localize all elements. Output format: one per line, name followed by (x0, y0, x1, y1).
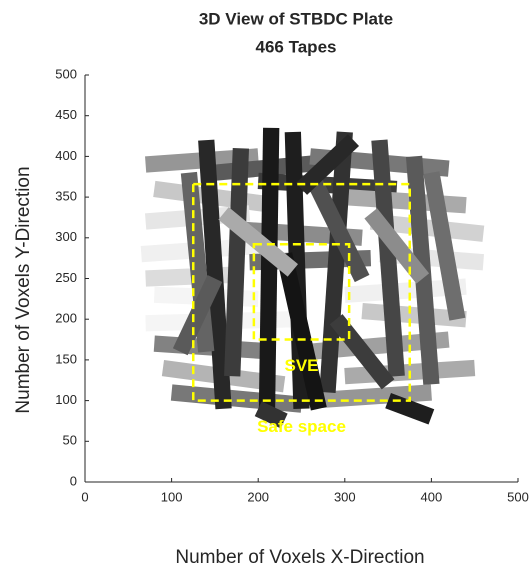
y-tick-label: 100 (55, 392, 77, 407)
tape (172, 275, 223, 356)
x-tick-label: 400 (421, 489, 443, 504)
tape (218, 207, 299, 277)
x-tick-label: 200 (247, 489, 269, 504)
tape (371, 139, 405, 377)
tape (254, 401, 288, 429)
x-tick-label: 300 (334, 489, 356, 504)
region-label: SVE (284, 356, 318, 375)
y-tick-label: 400 (55, 148, 77, 163)
tape (224, 147, 250, 377)
y-tick-label: 0 (70, 473, 77, 488)
y-tick-label: 50 (63, 433, 77, 448)
tape (276, 252, 327, 411)
chart-subtitle: 466 Tapes (256, 37, 337, 56)
y-tick-label: 200 (55, 311, 77, 326)
x-tick-label: 500 (507, 489, 529, 504)
tape (361, 302, 467, 328)
tape (302, 169, 370, 283)
region-label: Safe space (257, 417, 346, 436)
y-tick-label: 350 (55, 189, 77, 204)
x-axis-label: Number of Voxels X-Direction (175, 547, 424, 568)
y-tick-label: 250 (55, 270, 77, 285)
y-tick-label: 450 (55, 107, 77, 122)
tape (423, 171, 466, 321)
chart-title: 3D View of STBDC Plate (199, 9, 393, 28)
region-box (252, 243, 351, 341)
tape (319, 131, 353, 394)
tape (284, 131, 310, 409)
y-tick-label: 500 (55, 66, 77, 81)
tape (309, 384, 432, 409)
tape (258, 127, 280, 418)
tape (170, 384, 303, 413)
y-tick-label: 300 (55, 229, 77, 244)
region-box (192, 182, 411, 402)
tape (329, 314, 395, 390)
y-axis-label: Number of Voxels Y-Direction (13, 166, 34, 413)
tape (344, 188, 467, 214)
tape (364, 208, 430, 284)
x-tick-label: 100 (161, 489, 183, 504)
y-tick-label: 150 (55, 351, 77, 366)
tape (385, 392, 435, 425)
x-tick-label: 0 (81, 489, 88, 504)
tape (295, 134, 360, 195)
